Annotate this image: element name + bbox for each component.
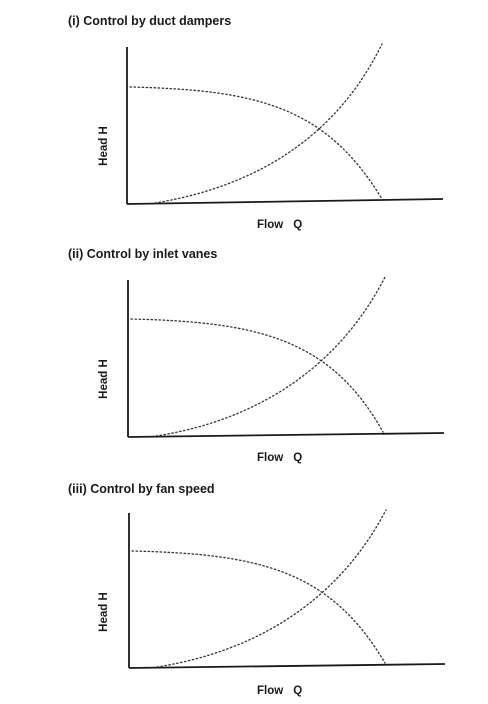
panel-duct-dampers: (i) Control by duct dampers Head H Flow Q bbox=[0, 0, 488, 234]
y-axis-label: Head H bbox=[98, 359, 110, 399]
y-axis-label: Head H bbox=[98, 592, 110, 632]
x-axis-label: Flow Q bbox=[257, 452, 302, 464]
x-axis bbox=[128, 663, 446, 669]
x-axis-label: Flow Q bbox=[257, 685, 302, 697]
x-axis bbox=[127, 432, 445, 438]
x-axis bbox=[126, 198, 444, 205]
panel-title: (ii) Control by inlet vanes bbox=[68, 247, 218, 261]
panel-fan-speed: (iii) Control by fan speed Head H Flow Q bbox=[0, 466, 488, 700]
system-curve bbox=[154, 43, 383, 204]
y-axis-label: Head H bbox=[98, 126, 110, 166]
panel-title: (iii) Control by fan speed bbox=[68, 482, 215, 496]
x-axis-word: Flow bbox=[257, 219, 284, 231]
fan-characteristic-plot bbox=[127, 276, 445, 438]
x-axis-symbol: Q bbox=[293, 452, 303, 464]
x-axis-label: Flow Q bbox=[257, 219, 302, 231]
system-curve bbox=[156, 509, 387, 668]
system-curve bbox=[155, 276, 386, 437]
panel-title: (i) Control by duct dampers bbox=[68, 14, 232, 28]
x-axis-word: Flow bbox=[257, 685, 284, 697]
x-axis-symbol: Q bbox=[293, 219, 303, 231]
x-axis-word: Flow bbox=[257, 452, 284, 464]
fan-characteristic-plot bbox=[126, 43, 444, 205]
x-axis-symbol: Q bbox=[293, 685, 303, 697]
panel-inlet-vanes: (ii) Control by inlet vanes Head H Flow Q bbox=[0, 233, 488, 467]
fan-curve bbox=[129, 86, 383, 200]
fan-characteristic-plot bbox=[128, 509, 446, 669]
fan-curve bbox=[131, 550, 386, 664]
fan-curve bbox=[130, 318, 384, 433]
